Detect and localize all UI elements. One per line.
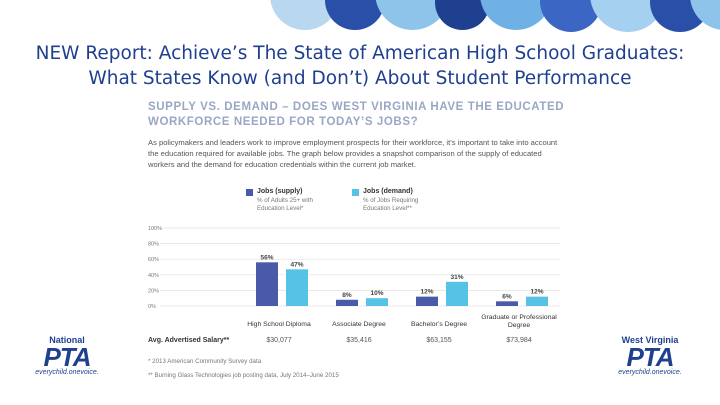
bar-demand-2 xyxy=(446,281,468,306)
national-pta-logo-big: PTA xyxy=(43,342,91,372)
y-tick-label: 100% xyxy=(148,226,162,232)
legend-demand-swatch xyxy=(352,189,359,196)
salary-row-label: Avg. Advertised Salary** xyxy=(148,337,230,344)
data-label-demand-2: 31% xyxy=(450,274,463,281)
bar-demand-0 xyxy=(286,269,308,306)
legend-demand-sublabel: % of Jobs Requiring Education Level** xyxy=(363,197,419,212)
wv-pta-logo-small: West Virginia xyxy=(621,335,679,345)
data-label-supply-1: 8% xyxy=(342,292,352,299)
data-label-demand-0: 47% xyxy=(290,261,303,268)
national-pta-logo-tagline: everychild.onevoice. xyxy=(35,369,99,376)
wv-pta-logo-big: PTA xyxy=(626,342,674,372)
data-label-demand-3: 12% xyxy=(530,289,543,296)
slide-title-line1: NEW Report: Achieve’s The State of Ameri… xyxy=(35,43,685,64)
bar-demand-1 xyxy=(366,298,388,306)
panel-heading-line2: WORKFORCE NEEDED FOR TODAY’S JOBS? xyxy=(148,116,419,128)
west-virginia-pta-logo: West Virginia PTA everychild.onevoice. xyxy=(600,335,700,376)
y-tick-label: 80% xyxy=(148,242,159,248)
bar-chart: 100% 80% 60% 40% 20% 0% 56% 47% 8% 10% 12% 31% 6% 12% xyxy=(148,226,560,310)
category-label-2: Bachelor’s Degree xyxy=(410,321,468,328)
bar-supply-1 xyxy=(336,299,358,306)
data-label-supply-3: 6% xyxy=(502,293,512,300)
slide-title: NEW Report: Achieve’s The State of Ameri… xyxy=(0,41,720,91)
y-tick-label: 20% xyxy=(148,288,159,294)
decorative-circles xyxy=(270,0,720,36)
salary-2: $63,155 xyxy=(426,337,452,344)
national-pta-logo: National PTA everychild.onevoice. xyxy=(22,335,112,376)
footnote-2: ** Burning Glass Technologies job postin… xyxy=(148,372,339,379)
legend-demand-label: Jobs (demand) xyxy=(363,188,413,195)
salary-3: $73,984 xyxy=(506,337,532,344)
salary-1: $35,416 xyxy=(346,337,372,344)
category-label-0: High School Diploma xyxy=(247,321,311,328)
data-label-demand-1: 10% xyxy=(370,290,383,297)
y-tick-label: 0% xyxy=(148,304,156,310)
data-label-supply-2: 12% xyxy=(420,289,433,296)
legend-supply-swatch xyxy=(246,189,253,196)
legend-supply-label: Jobs (supply) xyxy=(257,188,303,195)
data-label-supply-0: 56% xyxy=(260,254,273,261)
infographic-panel: SUPPLY VS. DEMAND – DOES WEST VIRGINIA H… xyxy=(140,100,580,390)
category-label-3: Graduate or Professional Degree xyxy=(481,314,557,329)
panel-heading: SUPPLY VS. DEMAND – DOES WEST VIRGINIA H… xyxy=(148,100,568,130)
y-tick-label: 40% xyxy=(148,273,159,279)
slide-title-line2: What States Know (and Don’t) About Stude… xyxy=(88,68,632,89)
national-pta-logo-small: National xyxy=(49,335,85,345)
category-label-1: Associate Degree xyxy=(332,321,386,328)
footnote-1: * 2013 American Community Survey data xyxy=(148,358,262,365)
panel-heading-line1: SUPPLY VS. DEMAND – DOES WEST VIRGINIA H… xyxy=(148,101,565,113)
salary-0: $30,077 xyxy=(266,337,292,344)
legend-supply-sublabel: % of Adults 25+ with Education Level* xyxy=(257,197,313,212)
bar-supply-3 xyxy=(496,301,518,306)
wv-pta-logo-tagline: everychild.onevoice. xyxy=(618,369,682,376)
bar-supply-0 xyxy=(256,262,278,306)
bar-demand-3 xyxy=(526,296,548,306)
panel-intro: As policymakers and leaders work to impr… xyxy=(148,138,558,169)
bar-supply-2 xyxy=(416,296,438,306)
y-tick-label: 60% xyxy=(148,257,159,263)
